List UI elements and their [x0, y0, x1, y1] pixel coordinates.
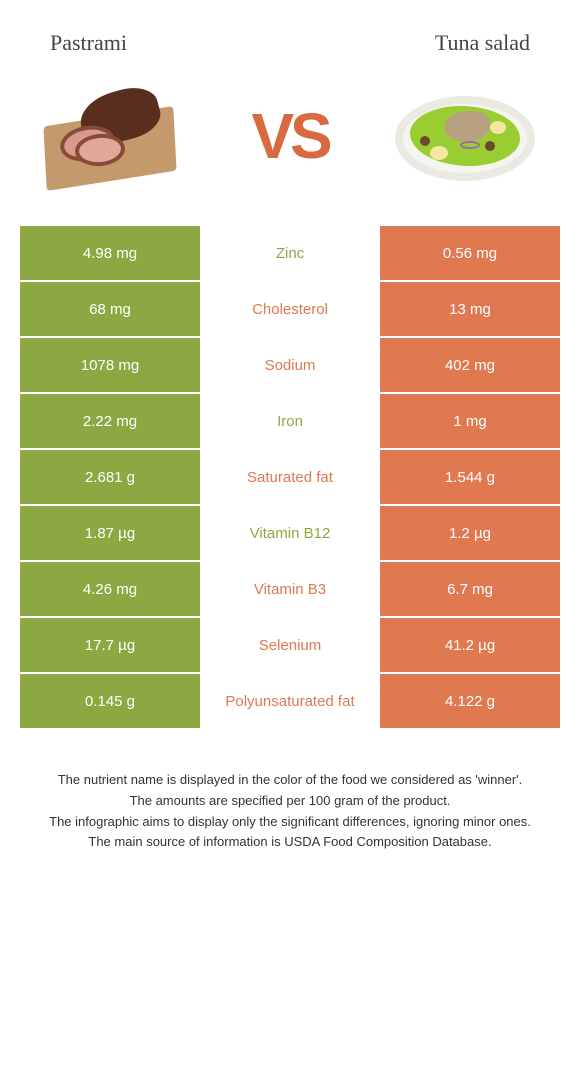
food-left-title: Pastrami	[50, 30, 127, 56]
value-right: 4.122 g	[380, 674, 560, 728]
nutrient-row: 1078 mgSodium402 mg	[20, 338, 560, 392]
nutrient-row: 17.7 µgSelenium41.2 µg	[20, 618, 560, 672]
value-right: 0.56 mg	[380, 226, 560, 280]
value-left: 2.681 g	[20, 450, 200, 504]
value-right: 13 mg	[380, 282, 560, 336]
value-left: 1078 mg	[20, 338, 200, 392]
vs-row: VS	[20, 86, 560, 226]
vs-label: VS	[251, 99, 328, 173]
nutrient-row: 2.681 gSaturated fat1.544 g	[20, 450, 560, 504]
footer-line: The main source of information is USDA F…	[30, 832, 550, 853]
value-left: 2.22 mg	[20, 394, 200, 448]
nutrient-row: 68 mgCholesterol13 mg	[20, 282, 560, 336]
nutrient-row: 2.22 mgIron1 mg	[20, 394, 560, 448]
nutrient-name: Cholesterol	[200, 282, 380, 336]
nutrient-name: Saturated fat	[200, 450, 380, 504]
footer-line: The nutrient name is displayed in the co…	[30, 770, 550, 791]
value-right: 6.7 mg	[380, 562, 560, 616]
value-right: 41.2 µg	[380, 618, 560, 672]
value-left: 1.87 µg	[20, 506, 200, 560]
nutrient-name: Iron	[200, 394, 380, 448]
value-left: 4.26 mg	[20, 562, 200, 616]
value-right: 1.2 µg	[380, 506, 560, 560]
value-right: 402 mg	[380, 338, 560, 392]
comparison-infographic: Pastrami Tuna salad VS 4.98 mgZinc0.56 m…	[0, 0, 580, 893]
footer-notes: The nutrient name is displayed in the co…	[20, 730, 560, 873]
nutrient-name: Selenium	[200, 618, 380, 672]
nutrient-row: 1.87 µgVitamin B121.2 µg	[20, 506, 560, 560]
nutrient-name: Vitamin B12	[200, 506, 380, 560]
value-left: 68 mg	[20, 282, 200, 336]
value-right: 1 mg	[380, 394, 560, 448]
nutrient-row: 4.98 mgZinc0.56 mg	[20, 226, 560, 280]
title-row: Pastrami Tuna salad	[20, 20, 560, 86]
nutrient-name: Zinc	[200, 226, 380, 280]
value-left: 0.145 g	[20, 674, 200, 728]
value-left: 4.98 mg	[20, 226, 200, 280]
pastrami-image	[40, 86, 190, 186]
nutrient-row: 0.145 gPolyunsaturated fat4.122 g	[20, 674, 560, 728]
nutrient-row: 4.26 mgVitamin B36.7 mg	[20, 562, 560, 616]
nutrient-name: Polyunsaturated fat	[200, 674, 380, 728]
nutrient-name: Vitamin B3	[200, 562, 380, 616]
tuna-salad-image	[390, 86, 540, 186]
value-left: 17.7 µg	[20, 618, 200, 672]
nutrient-name: Sodium	[200, 338, 380, 392]
nutrient-table: 4.98 mgZinc0.56 mg68 mgCholesterol13 mg1…	[20, 226, 560, 728]
food-right-title: Tuna salad	[435, 30, 530, 56]
footer-line: The amounts are specified per 100 gram o…	[30, 791, 550, 812]
value-right: 1.544 g	[380, 450, 560, 504]
footer-line: The infographic aims to display only the…	[30, 812, 550, 833]
